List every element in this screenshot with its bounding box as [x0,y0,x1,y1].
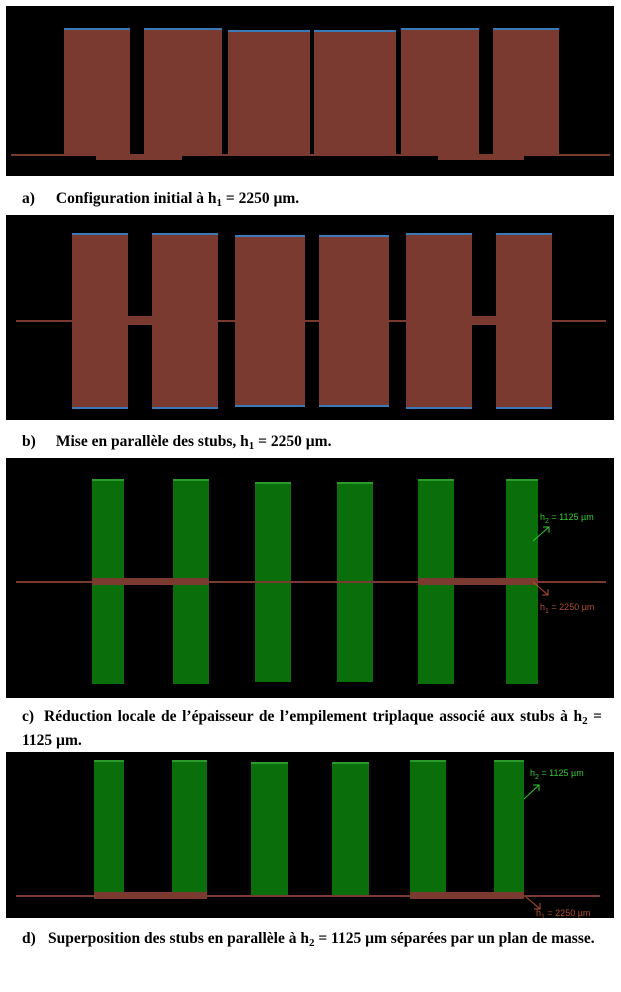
caption-subscript: 2 [582,715,588,727]
stub [406,233,472,409]
figure-panel-d: h2 = 1125 µm h1 = 2250 µm [6,752,614,918]
stub-layout-d: h2 = 1125 µm h1 = 2250 µm [16,760,600,918]
stub [410,760,446,897]
ground-segment [96,154,182,160]
stub [493,28,559,156]
stub [319,235,389,407]
stub [235,235,305,407]
stub-layout-a [11,28,610,160]
h2-arrowhead [543,526,550,533]
ground-segment [438,154,524,160]
stub [228,30,310,156]
h1-arrowhead [534,903,541,910]
stub [144,28,222,156]
connector [470,316,496,325]
stub [332,762,369,897]
stub [152,233,218,409]
caption-subscript: 2 [308,937,315,949]
h2-annotation: h2 = 1125 µm [540,512,594,525]
caption-d: d) Superposition des stubs en parallèle à… [22,929,602,953]
h2-annotation: h2 = 1125 µm [530,768,584,781]
ground-segment [92,578,209,585]
stub [64,28,130,156]
caption-text: Mise en parallèle des stubs, h [55,433,249,450]
stub [496,233,552,409]
caption-b: b) Mise en parallèle des stubs, h1 = 225… [22,432,602,456]
caption-label: c) [22,708,35,725]
h1-arrowhead [542,589,549,596]
caption-text-end: = 1125 µm. [22,708,602,749]
stub [494,760,524,897]
stub [314,30,396,156]
h2-arrow [523,784,540,800]
ground-segment [94,892,207,899]
caption-text: Configuration initial à h [55,190,217,207]
h1-arrow [532,581,549,596]
caption-subscript: 1 [216,197,223,209]
figure-panel-a [6,6,614,176]
h2-arrowhead [533,784,540,791]
connector [128,316,154,325]
caption-text-end: = 2250 µm. [254,433,332,450]
figure-panel-b [6,215,614,420]
caption-c: c) Réduction locale de l’épaisseur de l’e… [22,707,602,751]
ground-segment [418,578,538,585]
h2-arrow [532,526,550,542]
stub-layout-c: h2 = 1125 µm h1 = 2250 µm [16,479,606,684]
stub [94,760,124,897]
caption-text-end: = 1125 µm séparées par un plan de masse. [314,930,595,947]
stub [251,762,288,897]
caption-text: Réduction locale de l’épaisseur de l’emp… [44,708,583,725]
stub-layout-b [16,233,606,409]
stub [172,760,207,897]
h1-arrow [525,896,541,910]
caption-text-end: = 2250 µm. [222,190,300,207]
stub [72,233,128,409]
figure-panel-c: h2 = 1125 µm h1 = 2250 µm [6,458,614,698]
caption-label: a) [22,190,35,207]
ground-segment [410,892,524,899]
h1-annotation: h1 = 2250 µm [540,602,594,615]
caption-label: b) [22,433,36,450]
stub [401,28,479,156]
h1-annotation: h1 = 2250 µm [536,908,590,918]
caption-a: a) Configuration initial à h1 = 2250 µm. [22,189,602,213]
caption-label: d) [22,930,36,947]
caption-text: Superposition des stubs en parallèle à h [48,930,309,947]
caption-subscript: 1 [248,440,255,452]
